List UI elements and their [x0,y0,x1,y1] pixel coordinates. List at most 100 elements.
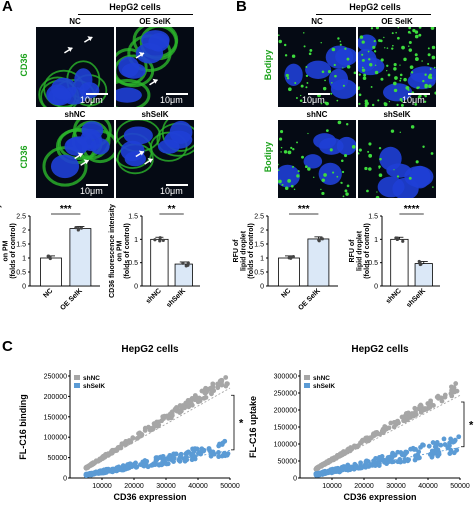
scatter-chart-1: HepG2 cells 0 50000 100000 150000 200000 25000… [18,344,244,502]
y-tick-label: 50000 [278,459,298,466]
data-point [181,261,185,265]
lipid-droplet [342,84,345,87]
scatter-point-shnc [167,411,173,417]
nucleus [164,130,193,149]
lipid-droplet [391,32,394,35]
lipid-droplet [378,165,381,168]
y-axis-label-line: on PM [3,240,10,261]
lipid-droplet [365,101,369,106]
scatter-point-shnc [399,414,405,420]
lipid-droplet [418,27,422,29]
scatter-point-shnc [391,424,397,430]
scatter-point-shselk [154,455,160,461]
x-tick-label: 20000 [354,483,374,490]
x-tick-label: shNC [385,287,403,305]
lipid-droplet [403,57,407,62]
lipid-droplet [410,32,412,34]
lipid-droplet [370,86,373,88]
lipid-droplet [403,77,407,82]
lipid-droplet [374,70,379,75]
scatter-point-shnc [176,409,182,415]
scatter-point-shnc [427,405,433,410]
y-axis-label: RFU oflipid droplet(folds of control) [233,223,255,279]
x-tick-label: OE SelK [297,287,321,311]
scatter-point-shnc [324,460,330,466]
nucleus [81,121,104,140]
y-axis-label-line: (folds of control) [248,223,255,279]
bar-chart-3: 0 0.5 1 1.5 2 2.5 RFU oflipid droplet(folds of… [233,204,338,312]
panel-b-stain-label-1: Bodipy [263,49,273,81]
scatter-point-shselk [185,449,191,455]
scatter-point-shselk [408,446,414,452]
scatter-point-shselk [206,446,212,451]
data-point [291,254,295,259]
lipid-droplet [296,174,300,178]
panel-b-header: HepG2 cells [349,2,401,12]
y-tick-label: 1.5 [254,242,264,249]
data-point [48,256,52,261]
scatter-point-shnc [371,433,377,438]
bar [174,263,193,287]
significance-label: *** [298,204,310,215]
scale-label: 10μm [80,186,103,196]
lipid-droplet [297,170,300,173]
scatter-charts: HepG2 cells05000010000015000020000025000… [18,344,474,502]
scatter-point-shselk [178,452,184,458]
y-tick-label: 1 [22,256,26,263]
y-axis-label: CD36 fluorescence intensityon PM(folds o… [0,204,17,298]
lipid-droplet [322,86,327,91]
scatter-point-shselk [190,450,196,456]
lipid-droplet [307,167,311,171]
bar [390,238,409,287]
scatter-point-shselk [372,463,378,468]
scatter-point-shselk [120,467,126,473]
bar-chart-4: 0 0.5 1 1.5 RFU oflipid droplet(folds of con… [349,204,440,309]
lipid-droplet [295,96,298,99]
lipid-droplet [290,184,294,188]
lipid-droplet [410,125,415,129]
lipid-droplet [307,132,309,135]
lipid-droplet [345,192,349,196]
scatter-point-shselk [224,452,230,458]
x-tick-label: 20000 [124,483,144,490]
nucleus [386,163,412,178]
scatter-point-shnc [454,388,460,394]
lipid-droplet [430,27,435,30]
chart-title: HepG2 cells [351,344,409,355]
scatter-point-shnc [435,395,441,401]
lipid-droplet [390,129,395,133]
nucleus [328,68,349,91]
lipid-droplet [278,163,279,166]
significance-label: *** [60,204,72,215]
lipid-droplet [393,88,398,93]
scatter-point-shnc [189,402,195,408]
lipid-droplet [306,82,309,84]
scatter-point-shselk [454,447,460,453]
lipid-droplet [339,40,342,43]
lipid-droplet [342,67,344,69]
data-point [401,239,405,243]
scatter-point-shselk [194,446,200,452]
lipid-droplet [283,43,287,47]
lipid-droplet [380,58,384,62]
scatter-point-shnc [209,390,214,396]
nucleus [278,164,300,188]
lipid-droplet [339,43,342,46]
membrane-stain [116,79,151,107]
bar [278,257,300,287]
scatter-point-shselk [398,459,403,465]
lipid-droplet [300,94,302,97]
lipid-droplet [396,36,400,40]
scale-label: 10μm [160,95,183,105]
y-tick-label: 1 [374,237,378,244]
lipid-droplet [393,63,397,67]
scatter-point-shselk [434,440,440,445]
lipid-droplet [415,160,419,164]
scale-bar [408,93,430,95]
scatter-point-shnc [120,441,126,447]
lipid-droplet [320,42,322,44]
scatter-point-shselk [403,449,409,455]
arrow-icon [77,152,83,158]
lipid-droplet [305,86,308,89]
lipid-droplet [424,85,428,89]
